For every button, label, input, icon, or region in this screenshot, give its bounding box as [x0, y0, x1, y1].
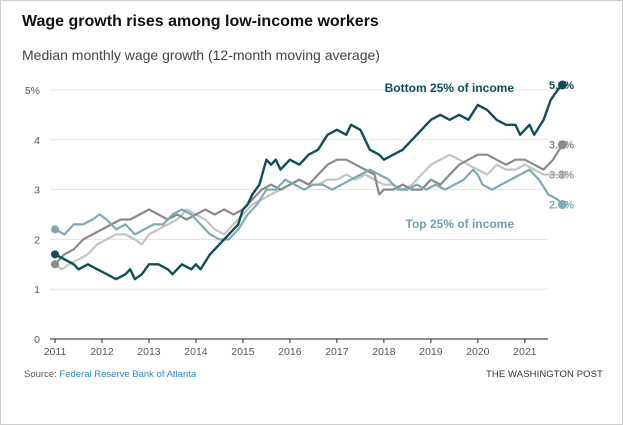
end-value-q2: 3.9%	[549, 140, 574, 152]
series-line-bottom	[53, 83, 564, 281]
x-tick-label: 2013	[137, 346, 161, 358]
source-link[interactable]: Federal Reserve Bank of Atlanta	[59, 369, 197, 380]
end-value-bottom: 5.1%	[549, 80, 574, 92]
end-value-top: 2.7%	[549, 200, 574, 212]
end-marker-top	[557, 200, 567, 210]
series-callout-top: Top 25% of income	[406, 217, 515, 231]
series-markers	[51, 80, 567, 269]
x-axis: 2011 2012 2013 2014 2015 2016 2017 2018 2019 2020…	[44, 338, 548, 358]
chart-title: Wage growth rises among low-income worke…	[22, 13, 379, 30]
series-line-q3	[53, 153, 564, 271]
x-tick-label: 2020	[466, 346, 490, 358]
x-tick-label: 2021	[513, 346, 537, 358]
x-tick-label: 2014	[184, 346, 208, 358]
start-marker-bottom	[51, 250, 59, 259]
x-tick-label: 2019	[419, 346, 443, 358]
publisher-credit: THE WASHINGTON POST	[486, 369, 603, 380]
x-tick-label: 2015	[231, 346, 255, 358]
end-value-q3: 3.3%	[549, 170, 574, 182]
x-tick-label: 2011	[44, 346, 67, 358]
series-line-q2	[53, 143, 564, 266]
y-axis-ticks: 0 1 2 3 4 5%	[25, 85, 40, 346]
start-marker-q2	[51, 260, 59, 269]
end-marker-q2	[557, 140, 567, 150]
y-tick-label: 2	[34, 234, 40, 246]
x-tick-label: 2018	[372, 346, 396, 358]
x-tick-label: 2016	[278, 346, 302, 358]
y-tick-label: 1	[34, 284, 40, 296]
y-tick-label: 4	[34, 135, 40, 147]
start-marker-top	[51, 225, 59, 234]
x-tick-label: 2012	[90, 346, 114, 358]
series-callout-bottom: Bottom 25% of income	[385, 81, 515, 95]
grid-lines	[50, 89, 548, 290]
source-note: Source: Federal Reserve Bank of Atlanta	[24, 369, 196, 380]
y-tick-label: 3	[34, 185, 40, 197]
source-prefix: Source:	[24, 369, 60, 380]
series-labels: 3.3% 3.9% 2.7% Top 25% of income 5.1% Bottom …	[385, 80, 575, 231]
chart-subtitle: Median monthly wage growth (12-month mov…	[22, 47, 380, 63]
series-lines	[53, 83, 564, 281]
y-tick-label: 5%	[25, 85, 40, 97]
end-marker-q3	[557, 170, 567, 180]
y-tick-label: 0	[34, 334, 40, 346]
x-tick-label: 2017	[325, 346, 349, 358]
series-line-top	[53, 168, 564, 241]
end-marker-bottom	[557, 80, 567, 90]
